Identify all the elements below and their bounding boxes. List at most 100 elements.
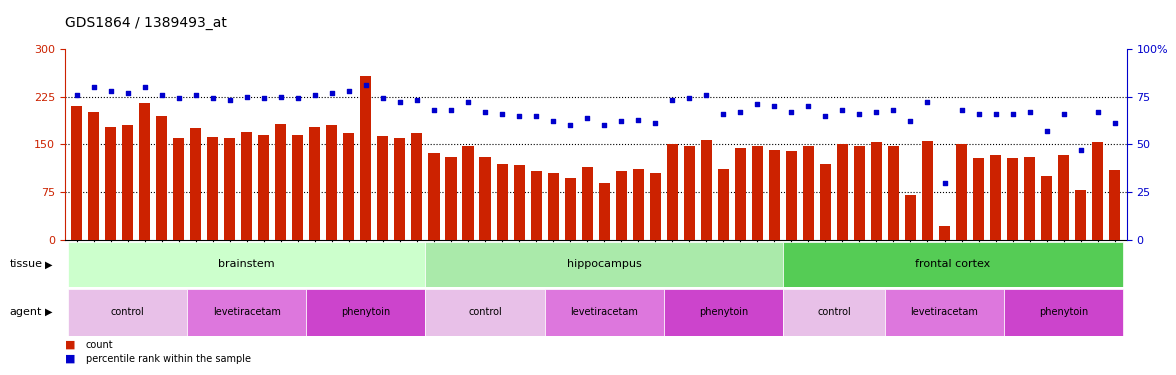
Point [408, 98, 427, 104]
Point [254, 96, 273, 102]
Point [663, 98, 682, 104]
Bar [275, 124, 286, 240]
Bar [1058, 155, 1069, 240]
Point [67, 92, 86, 98]
Bar [544, 289, 663, 336]
Bar [68, 289, 187, 336]
Point [577, 115, 596, 121]
Bar [343, 133, 354, 240]
Bar [412, 133, 422, 240]
Bar [1093, 142, 1103, 240]
Point [203, 96, 222, 102]
Point [714, 111, 733, 117]
Bar [667, 144, 677, 240]
Bar [1075, 190, 1087, 240]
Point [152, 92, 171, 98]
Bar [187, 289, 306, 336]
Point [306, 92, 325, 98]
Bar [306, 289, 426, 336]
Bar [973, 158, 984, 240]
Bar [446, 157, 456, 240]
Bar [68, 242, 426, 287]
Point [1003, 111, 1022, 117]
Bar [922, 141, 933, 240]
Point [1037, 128, 1056, 134]
Bar [426, 242, 783, 287]
Point [475, 109, 494, 115]
Bar [837, 144, 848, 240]
Point [867, 109, 886, 115]
Bar [207, 137, 219, 240]
Text: agent: agent [9, 307, 42, 317]
Text: tissue: tissue [9, 260, 42, 269]
Text: control: control [817, 307, 850, 317]
Point [969, 111, 988, 117]
Bar [1004, 289, 1123, 336]
Bar [683, 146, 695, 240]
Point [1071, 147, 1090, 153]
Point [595, 122, 614, 128]
Point [901, 118, 920, 124]
Point [764, 103, 783, 109]
Text: control: control [111, 307, 145, 317]
Point [356, 82, 375, 88]
Bar [1024, 157, 1035, 240]
Bar [530, 171, 542, 240]
Bar [191, 128, 201, 240]
Bar [803, 146, 814, 240]
Text: ▶: ▶ [45, 307, 52, 317]
Bar [649, 173, 661, 240]
Bar [751, 146, 763, 240]
Point [782, 109, 801, 115]
Bar [88, 112, 99, 240]
Bar [783, 242, 1123, 287]
Bar [293, 135, 303, 240]
Bar [663, 289, 783, 336]
Point [288, 96, 307, 102]
Text: percentile rank within the sample: percentile rank within the sample [86, 354, 250, 364]
Bar [514, 165, 524, 240]
Bar [582, 166, 593, 240]
Text: levetiracetam: levetiracetam [910, 307, 978, 317]
Point [680, 96, 699, 102]
Point [918, 99, 937, 105]
Point [816, 112, 835, 118]
Bar [990, 155, 1001, 240]
Bar [1109, 170, 1121, 240]
Point [425, 107, 443, 113]
Text: phenytoin: phenytoin [341, 307, 390, 317]
Bar [1007, 158, 1018, 240]
Text: phenytoin: phenytoin [699, 307, 748, 317]
Point [1054, 111, 1073, 117]
Text: ■: ■ [65, 339, 75, 350]
Bar [377, 136, 388, 240]
Bar [241, 132, 253, 240]
Bar [854, 146, 866, 240]
Bar [360, 75, 372, 240]
Text: hippocampus: hippocampus [567, 260, 642, 269]
Text: frontal cortex: frontal cortex [915, 260, 990, 269]
Bar [462, 146, 474, 240]
Bar [906, 195, 916, 240]
Point [272, 94, 290, 100]
Point [1088, 109, 1107, 115]
Bar [783, 289, 886, 336]
Bar [225, 138, 235, 240]
Text: control: control [468, 307, 502, 317]
Point [85, 84, 103, 90]
Point [527, 112, 546, 118]
Bar [173, 138, 185, 240]
Bar [564, 177, 575, 240]
Bar [309, 127, 320, 240]
Bar [548, 173, 559, 240]
Text: phenytoin: phenytoin [1040, 307, 1088, 317]
Point [953, 107, 971, 113]
Point [390, 99, 409, 105]
Point [850, 111, 869, 117]
Bar [259, 135, 269, 240]
Point [833, 107, 851, 113]
Point [1021, 109, 1040, 115]
Bar [326, 125, 338, 240]
Text: levetiracetam: levetiracetam [570, 307, 639, 317]
Text: GDS1864 / 1389493_at: GDS1864 / 1389493_at [65, 16, 227, 30]
